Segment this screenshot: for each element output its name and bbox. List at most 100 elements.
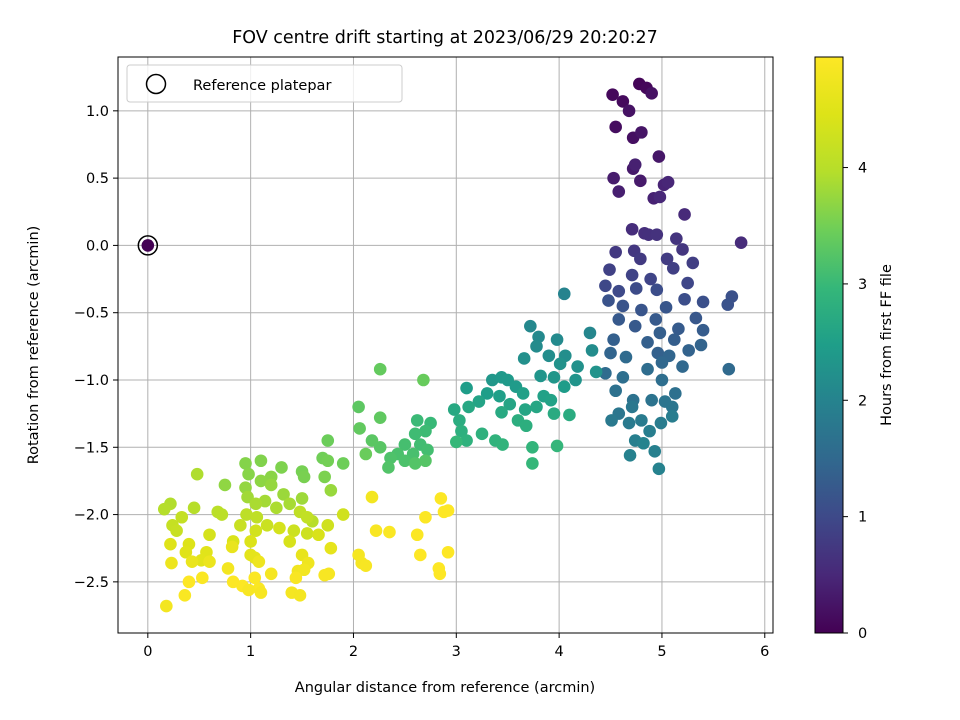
data-point (239, 481, 252, 494)
data-point (612, 185, 626, 198)
data-point (625, 400, 639, 414)
data-point (634, 174, 647, 188)
data-point (234, 519, 247, 532)
data-point (666, 261, 680, 275)
data-point (410, 528, 424, 542)
y-tick-label: −2.5 (74, 575, 109, 591)
data-point (336, 457, 350, 470)
y-axis-label: Rotation from reference (arcmin) (26, 226, 42, 465)
data-point (157, 502, 171, 516)
data-point (655, 356, 669, 369)
data-point (164, 537, 177, 551)
data-point (242, 467, 255, 481)
data-point (606, 88, 619, 101)
data-point (318, 470, 331, 484)
data-point (652, 150, 666, 163)
data-point (408, 457, 422, 470)
data-point (547, 407, 561, 420)
data-point (365, 490, 379, 504)
data-point (283, 535, 297, 548)
data-point (453, 414, 466, 427)
data-point (602, 294, 615, 307)
data-point (660, 252, 674, 266)
data-point (221, 562, 235, 575)
data-point (254, 586, 268, 599)
data-point (321, 434, 335, 447)
colorbar-ticks: 0 1 2 3 4 (843, 161, 867, 642)
data-point (519, 419, 533, 433)
data-point (503, 397, 517, 411)
data-points (157, 77, 748, 613)
data-point (324, 484, 338, 497)
data-point (516, 387, 530, 400)
data-point (179, 545, 193, 559)
data-point (550, 439, 564, 453)
data-point (669, 387, 682, 400)
data-point (170, 524, 183, 538)
data-point (672, 322, 685, 336)
data-point (629, 282, 643, 295)
data-point (628, 319, 642, 333)
data-point (619, 350, 633, 364)
x-tick-label: 1 (246, 644, 255, 660)
data-point (462, 400, 475, 414)
data-point (460, 434, 473, 447)
data-point (651, 346, 665, 360)
data-point (203, 528, 216, 542)
data-point (185, 555, 199, 568)
data-point (622, 104, 636, 118)
x-axis-ticks: 0 1 2 3 4 5 6 (143, 633, 769, 660)
data-point (607, 333, 620, 346)
data-point (273, 521, 286, 535)
data-point (165, 556, 178, 570)
data-point (609, 245, 622, 259)
data-point (678, 208, 691, 221)
data-point (270, 501, 283, 515)
data-point (493, 389, 506, 403)
data-point (187, 501, 201, 515)
x-tick-label: 2 (349, 644, 358, 660)
data-point (277, 488, 290, 501)
data-point (384, 451, 397, 465)
data-point (625, 268, 639, 282)
data-point (665, 400, 679, 414)
y-tick-label: −1.0 (74, 373, 109, 389)
data-point (641, 336, 654, 349)
data-point (526, 440, 539, 454)
data-point (721, 298, 735, 311)
data-point (553, 357, 567, 371)
data-point (534, 369, 547, 383)
data-point (254, 454, 268, 468)
data-point (433, 567, 447, 581)
data-point (417, 373, 430, 387)
data-point (421, 443, 434, 457)
data-point (441, 545, 455, 559)
data-point (239, 457, 252, 470)
y-tick-label: −0.5 (74, 306, 109, 322)
legend-marker-reference (145, 73, 167, 95)
data-point (175, 510, 189, 524)
data-point (480, 387, 494, 400)
data-point (616, 95, 630, 108)
y-tick-label: −2.0 (74, 508, 109, 524)
y-axis-ticks: 1.0 0.5 0.0 −0.5 −1.0 −1.5 −2.0 −2.5 (74, 104, 118, 591)
data-point (321, 454, 335, 468)
data-point (569, 373, 582, 387)
colorbar-tick-label: 0 (858, 626, 867, 642)
data-point (240, 508, 253, 521)
data-point (603, 263, 616, 276)
y-tick-label: 0.5 (86, 171, 109, 187)
data-point (382, 461, 395, 474)
y-tick-label: 1.0 (86, 104, 109, 120)
data-point (686, 256, 700, 270)
data-point (517, 352, 531, 365)
data-point (312, 528, 325, 542)
data-point (182, 575, 196, 589)
data-point (419, 424, 432, 438)
data-point (589, 365, 603, 379)
data-point (667, 333, 681, 346)
data-point (542, 349, 556, 363)
data-point (160, 599, 173, 613)
data-point (414, 548, 427, 562)
data-point (495, 405, 508, 419)
